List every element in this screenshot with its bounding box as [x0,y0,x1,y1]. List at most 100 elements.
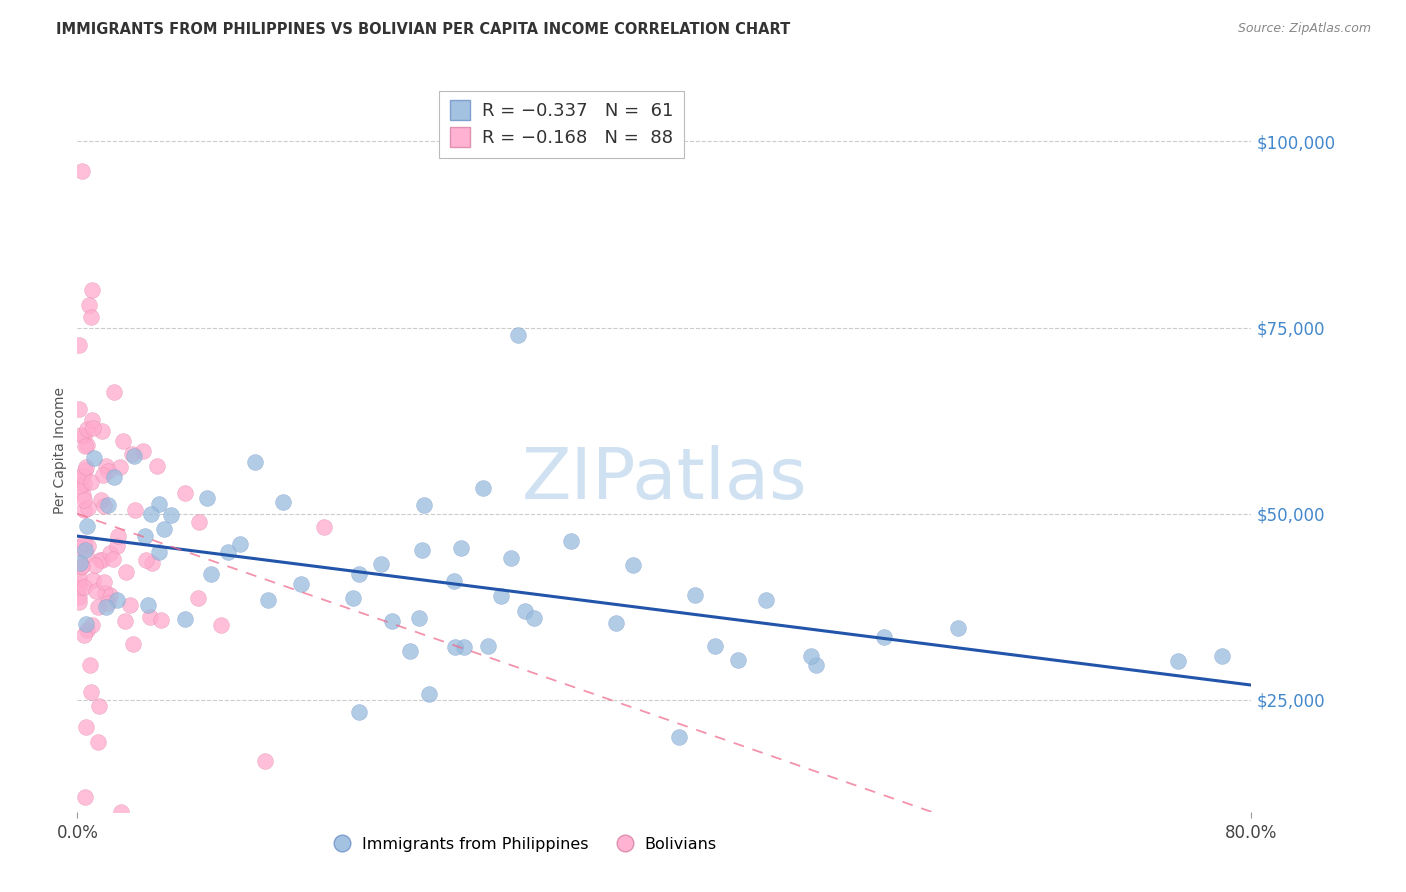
Point [75,720,97,734]
Point [804,657,827,672]
Point [444,640,467,655]
Point [105,540,128,554]
Point [75,617,97,632]
Point [108,459,131,474]
Point [727,653,749,667]
Point [523,611,546,625]
Point [94,458,117,473]
Point [73,536,96,550]
Point [229,536,252,550]
Point [150,613,173,627]
Point [134,529,156,543]
Point [121,637,143,651]
Point [506,328,529,343]
Point [67,590,90,604]
Point [94,600,117,615]
Text: IMMIGRANTS FROM PHILIPPINES VS BOLIVIAN PER CAPITA INCOME CORRELATION CHART: IMMIGRANTS FROM PHILIPPINES VS BOLIVIAN … [56,22,790,37]
Point [605,615,627,630]
Point [82,413,104,427]
Point [79,658,101,673]
Point [67,595,90,609]
Point [93,499,115,513]
Point [105,593,128,607]
Point [72,477,94,491]
Point [347,706,370,720]
Point [148,497,170,511]
Point [139,610,162,624]
Point [312,520,335,534]
Point [472,481,495,495]
Point [122,449,145,463]
Point [67,337,90,351]
Point [103,384,125,399]
Point [243,455,266,469]
Point [87,735,110,749]
Point [76,438,98,452]
Point [67,473,90,487]
Point [668,730,690,744]
Point [683,588,706,602]
Point [148,544,170,558]
Point [1167,654,1189,668]
Point [75,549,97,563]
Point [98,588,121,602]
Point [98,545,121,559]
Point [77,298,100,312]
Point [87,600,110,615]
Point [82,573,104,587]
Point [76,519,98,533]
Legend: Immigrants from Philippines, Bolivians: Immigrants from Philippines, Bolivians [323,830,723,858]
Point [97,596,120,610]
Point [342,591,364,605]
Point [141,507,163,521]
Point [408,611,430,625]
Point [97,498,120,512]
Point [217,544,239,558]
Point [72,487,94,501]
Point [79,475,101,489]
Point [120,598,142,612]
Point [67,577,90,591]
Point [80,283,103,297]
Point [560,533,582,548]
Point [107,529,129,543]
Point [450,541,472,556]
Point [209,617,232,632]
Point [111,434,134,449]
Point [75,543,97,558]
Point [72,580,94,594]
Point [187,591,209,605]
Point [75,459,97,474]
Text: Source: ZipAtlas.com: Source: ZipAtlas.com [1237,22,1371,36]
Point [70,164,93,178]
Point [72,469,94,483]
Point [946,621,969,635]
Point [398,643,420,657]
Point [76,500,98,515]
Point [200,566,222,581]
Point [70,428,93,442]
Point [754,592,776,607]
Point [67,540,90,554]
Point [370,557,392,571]
Point [94,586,117,600]
Point [499,551,522,566]
Point [84,584,107,599]
Point [73,502,96,516]
Point [76,624,98,638]
Text: ZIPatlas: ZIPatlas [522,445,807,514]
Point [800,649,823,664]
Point [67,571,90,585]
Point [453,640,475,654]
Point [413,498,436,512]
Point [76,539,98,553]
Point [73,429,96,443]
Point [271,495,294,509]
Point [257,593,280,607]
Point [83,451,105,466]
Point [75,463,97,477]
Point [114,614,136,628]
Point [515,604,537,618]
Point [621,558,644,573]
Point [101,552,124,566]
